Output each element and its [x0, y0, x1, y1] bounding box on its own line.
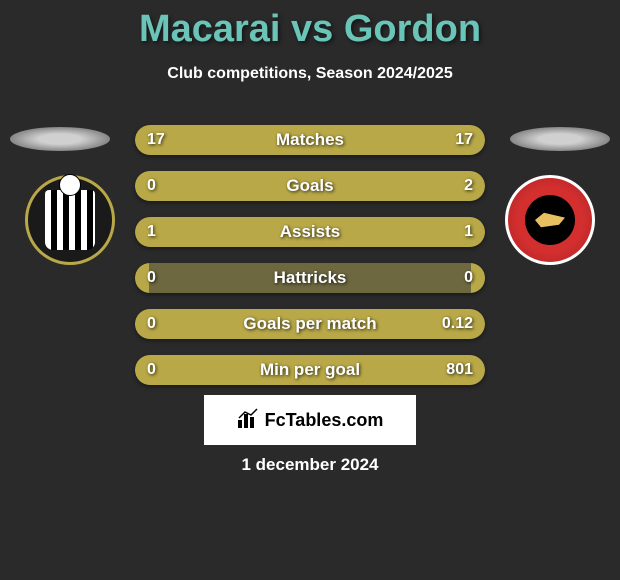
stat-value-right: 801: [446, 361, 473, 379]
stat-row: 0Goals per match0.12: [135, 309, 485, 339]
badge-left-shirt-icon: [45, 190, 95, 250]
player-silhouette-right: [510, 127, 610, 151]
stat-label: Assists: [135, 222, 485, 242]
fctables-label: FcTables.com: [265, 410, 384, 431]
subtitle: Club competitions, Season 2024/2025: [0, 65, 620, 83]
stat-value-right: 17: [455, 131, 473, 149]
badge-right-circle-icon: [525, 195, 575, 245]
stat-value-right: 1: [464, 223, 473, 241]
badge-right-bird-icon: [535, 208, 565, 232]
stat-label: Min per goal: [135, 360, 485, 380]
team-badge-right: [505, 175, 595, 265]
fctables-logo: FcTables.com: [237, 408, 384, 433]
stat-label: Goals: [135, 176, 485, 196]
stat-row: 1Assists1: [135, 217, 485, 247]
stat-row: 0Min per goal801: [135, 355, 485, 385]
stat-row: 0Goals2: [135, 171, 485, 201]
stat-label: Goals per match: [135, 314, 485, 334]
fctables-box: FcTables.com: [204, 395, 416, 445]
stat-label: Matches: [135, 130, 485, 150]
stat-value-right: 0: [464, 269, 473, 287]
stat-value-right: 2: [464, 177, 473, 195]
player-silhouette-left: [10, 127, 110, 151]
stat-label: Hattricks: [135, 268, 485, 288]
stat-row: 17Matches17: [135, 125, 485, 155]
page-title: Macarai vs Gordon: [0, 0, 620, 51]
date-text: 1 december 2024: [0, 455, 620, 475]
team-badge-left: [25, 175, 115, 265]
fctables-chart-icon: [237, 408, 259, 433]
stats-container: 17Matches170Goals21Assists10Hattricks00G…: [135, 125, 485, 401]
stat-row: 0Hattricks0: [135, 263, 485, 293]
badge-left-ball-icon: [59, 174, 81, 196]
stat-value-right: 0.12: [442, 315, 473, 333]
